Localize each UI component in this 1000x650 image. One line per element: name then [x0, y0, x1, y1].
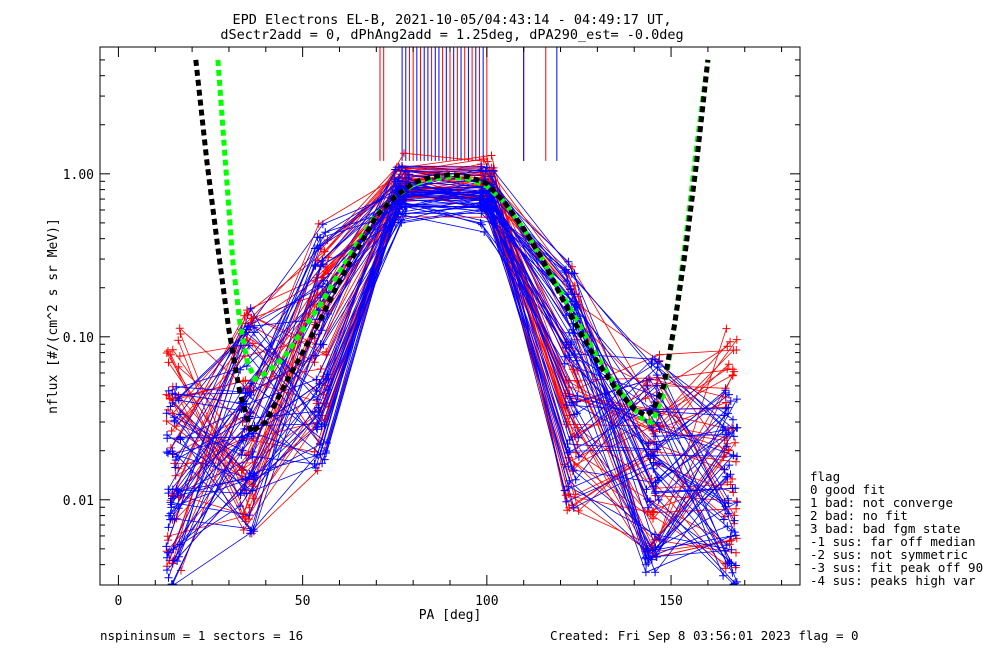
fit-black-line	[193, 59, 711, 437]
pad-trace	[180, 155, 734, 520]
x-tick-label: 0	[115, 594, 123, 609]
pad-trace	[171, 184, 730, 508]
pad-markers	[168, 188, 735, 493]
footer-right: Created: Fri Sep 8 03:56:01 2023 flag = …	[550, 628, 859, 643]
pad-trace	[168, 170, 726, 558]
x-tick-label: 50	[295, 594, 311, 609]
pad-trace	[168, 166, 728, 561]
pad-trace	[178, 173, 738, 541]
y-axis-label: nflux [#/(cm^2 s sr MeV)]	[46, 218, 61, 414]
pad-trace	[167, 201, 735, 554]
pad-trace	[179, 167, 728, 513]
pad-trace	[172, 178, 736, 585]
pad-markers	[175, 188, 737, 494]
pad-trace	[166, 201, 738, 583]
x-axis-label: PA [deg]	[419, 608, 482, 623]
chart-subtitle: dSectr2add = 0, dPhAng2add = 1.25deg, dP…	[220, 27, 683, 43]
data-layer	[162, 47, 742, 585]
pad-markers	[175, 210, 735, 577]
pad-markers	[162, 191, 738, 585]
pad-markers	[168, 193, 729, 474]
pad-markers	[164, 202, 739, 585]
pad-trace	[171, 178, 731, 564]
axes-layer: 0 50 100 150 1.00 0.10 0.01	[63, 46, 800, 609]
legend-entry: -4 sus: peaks high var	[810, 573, 976, 588]
pad-trace	[172, 202, 725, 504]
pad-trace	[170, 152, 734, 501]
y-tick-label: 1.00	[63, 168, 94, 183]
pad-markers	[167, 181, 733, 512]
legend-entry: 2 bad: no fit	[810, 508, 908, 523]
pad-trace	[176, 192, 729, 562]
chart-title: EPD Electrons EL-B, 2021-10-05/04:43:14 …	[233, 12, 672, 28]
legend-title: flag	[810, 469, 840, 484]
pad-trace	[166, 208, 734, 550]
y-tick-label: 0.01	[63, 494, 94, 509]
x-tick-label: 100	[475, 594, 498, 609]
legend-entry: 1 bad: not converge	[810, 495, 953, 510]
pad-trace	[168, 207, 737, 578]
pad-trace	[168, 188, 728, 549]
pad-trace	[171, 202, 726, 499]
legend-entry: -2 sus: not symmetric	[810, 547, 968, 562]
pad-trace	[169, 186, 723, 520]
pad-markers	[176, 175, 737, 444]
pad-markers	[163, 197, 739, 557]
pad-trace	[168, 169, 726, 554]
pad-trace	[176, 212, 734, 456]
pad-markers	[163, 205, 738, 553]
pad-trace	[174, 192, 729, 504]
legend-entry: -1 sus: far off median	[810, 534, 976, 549]
x-tick-label: 150	[659, 594, 682, 609]
legend-entry: 0 good fit	[810, 482, 885, 497]
pad-trace	[174, 166, 733, 532]
pad-trace	[178, 206, 724, 576]
legend-entry: -3 sus: fit peak off 90	[810, 560, 983, 575]
pad-markers	[164, 167, 729, 538]
footer-left: nspininsum = 1 sectors = 16	[100, 628, 303, 643]
pad-trace	[172, 192, 731, 489]
pad-trace	[166, 158, 726, 487]
pad-markers	[174, 177, 741, 499]
fit-layer	[193, 59, 711, 437]
pad-trace	[172, 199, 731, 573]
pad-trace	[176, 180, 730, 482]
legend: 0 good fit 1 bad: not converge 2 bad: no…	[810, 482, 983, 588]
pad-trace	[167, 205, 736, 584]
legend-entry: 3 bad: bad fgm state	[810, 521, 961, 536]
pad-trace	[172, 191, 725, 428]
pad-trace	[171, 180, 725, 496]
pad-trace	[178, 178, 725, 520]
y-tick-label: 0.10	[63, 331, 94, 346]
